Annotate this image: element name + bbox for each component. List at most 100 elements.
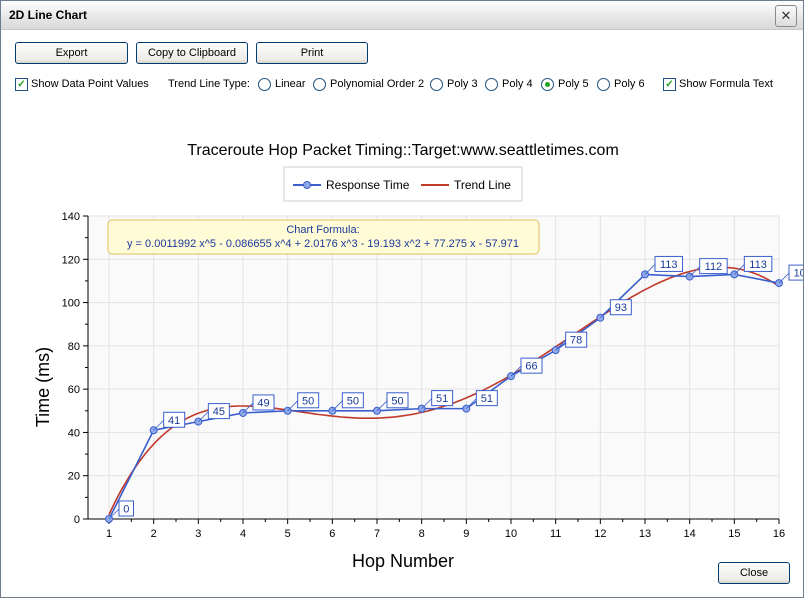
legend-series-marker <box>303 181 311 189</box>
copy-to-clipboard-button[interactable]: Copy to Clipboard <box>136 42 248 64</box>
close-icon[interactable]: ✕ <box>775 5 797 27</box>
show-data-point-values-option[interactable]: ✓ Show Data Point Values <box>15 76 149 92</box>
data-label: 78 <box>570 335 582 347</box>
data-label-leader <box>600 307 611 319</box>
data-label-box <box>297 392 320 409</box>
trend-option-poly-6[interactable]: Poly 6 <box>597 76 645 92</box>
data-label-box <box>118 500 134 517</box>
show-formula-text-option[interactable]: ✓ Show Formula Text <box>663 76 773 92</box>
data-label: 113 <box>749 259 767 271</box>
data-label-box <box>431 390 454 407</box>
data-label-leader <box>689 266 700 277</box>
data-label-leader <box>153 419 164 431</box>
data-label-box <box>207 403 230 420</box>
legend-trend-label: Trend Line <box>454 178 511 192</box>
x-tick-label: 5 <box>285 528 291 540</box>
data-label: 109 <box>794 268 803 280</box>
trend-option-poly-4[interactable]: Poly 4 <box>485 76 533 92</box>
y-tick-label: 100 <box>62 298 80 310</box>
x-tick-label: 14 <box>684 528 696 540</box>
data-label-box <box>341 392 364 409</box>
x-tick-label: 10 <box>505 528 517 540</box>
legend-series-label: Response Time <box>326 178 410 192</box>
trend-option-poly-3[interactable]: Poly 3 <box>430 76 478 92</box>
x-tick-label: 7 <box>374 528 380 540</box>
x-tick-label: 8 <box>419 528 425 540</box>
print-button[interactable]: Print <box>256 42 368 64</box>
data-label: 49 <box>257 397 269 409</box>
data-label: 45 <box>213 406 225 418</box>
radio-polynomial-2[interactable] <box>313 77 326 91</box>
data-label-box <box>699 258 728 275</box>
radio-poly-4[interactable] <box>485 77 498 91</box>
close-button[interactable]: Close <box>718 562 790 584</box>
export-button[interactable]: Export <box>15 42 128 64</box>
data-label-leader <box>287 400 298 412</box>
data-label-box <box>565 331 588 348</box>
data-label-leader <box>734 264 745 275</box>
data-label: 50 <box>302 395 314 407</box>
formula-background <box>107 219 540 255</box>
window-content: Export Copy to Clipboard Print ✓ Show Da… <box>1 30 803 597</box>
data-label-leader <box>510 365 522 377</box>
trend-option-poly-5[interactable]: Poly 5 <box>541 76 589 92</box>
data-labels: 0 41 45 49 50 50 50 51 51 66 78 93 113 112 113 109 <box>108 255 803 520</box>
chart-title: Traceroute Hop Packet Timing::Target:www… <box>187 142 619 159</box>
radio-poly-5[interactable] <box>541 77 554 91</box>
formula-title: Chart Formula: <box>286 224 359 236</box>
x-axis-label: Hop Number <box>352 551 454 571</box>
formula-box: Chart Formula: y = 0.0011992 x^5 - 0.086… <box>107 219 540 255</box>
y-tick-label: 40 <box>68 427 80 439</box>
x-tick-label: 9 <box>463 528 469 540</box>
show-formula-checkbox[interactable]: ✓ <box>663 77 676 91</box>
trend-type-label: Trend Line Type: <box>168 78 250 90</box>
data-label: 51 <box>481 393 493 405</box>
data-label: 113 <box>660 259 678 271</box>
data-label-box <box>520 357 543 374</box>
chart-legend: Response Time Trend Line <box>283 166 523 202</box>
data-label: 0 <box>123 504 129 516</box>
title-bar[interactable]: 2D Line Chart ✕ <box>1 1 803 30</box>
radio-linear[interactable] <box>258 77 271 91</box>
data-label: 50 <box>391 395 403 407</box>
legend-box <box>283 166 523 202</box>
data-label-leader <box>421 398 432 409</box>
y-tick-label: 0 <box>74 514 80 526</box>
data-label-box <box>743 255 773 272</box>
radio-poly-6[interactable] <box>597 77 610 91</box>
data-label-box <box>163 411 186 428</box>
trend-option-polynomial-2[interactable]: Polynomial Order 2 <box>313 76 424 92</box>
data-label-leader <box>466 398 477 409</box>
show-values-checkbox[interactable]: ✓ <box>15 77 28 91</box>
data-label-leader <box>644 264 656 275</box>
data-label-leader <box>108 508 120 520</box>
data-label-box <box>252 394 275 411</box>
trend-option-linear[interactable]: Linear <box>258 76 306 92</box>
x-tick-label: 2 <box>151 528 157 540</box>
show-formula-label: Show Formula Text <box>679 78 773 90</box>
radio-poly-3[interactable] <box>430 77 443 91</box>
grid-lines <box>88 215 780 520</box>
y-tick-label: 120 <box>62 254 80 266</box>
data-label-leader <box>555 339 566 351</box>
data-label-leader <box>332 400 343 412</box>
data-label-box <box>609 299 632 316</box>
x-tick-label: 1 <box>106 528 112 540</box>
x-tick-label: 16 <box>773 528 785 540</box>
data-label-leader <box>242 402 254 414</box>
data-label: 93 <box>615 302 627 314</box>
x-tick-label: 4 <box>240 528 246 540</box>
data-label-leader <box>376 400 388 412</box>
y-axis-label: Time (ms) <box>33 347 53 427</box>
line-chart: Traceroute Hop Packet Timing::Target:www… <box>33 142 803 571</box>
window-title: 2D Line Chart <box>9 8 88 22</box>
x-tick-label: 3 <box>195 528 201 540</box>
data-label-leader <box>198 411 209 422</box>
data-label-box <box>386 392 409 409</box>
data-label-box <box>475 390 498 407</box>
formula-text: y = 0.0011992 x^5 - 0.086655 x^4 + 2.017… <box>127 238 519 250</box>
x-tick-label: 15 <box>728 528 740 540</box>
data-label: 51 <box>436 393 448 405</box>
